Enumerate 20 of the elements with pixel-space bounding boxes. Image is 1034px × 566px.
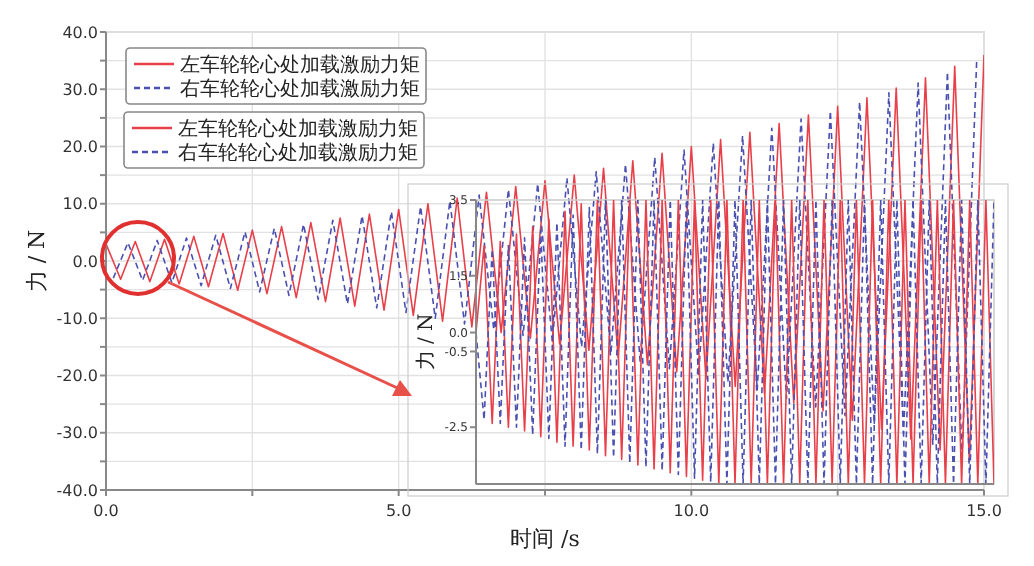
x-tick-label: 0.0 <box>93 502 119 520</box>
legend-label: 左车轮轮心处加载激励力矩 <box>178 117 418 141</box>
y-axis-title: 力 / N <box>414 313 438 371</box>
y-tick-label: 40.0 <box>62 23 98 42</box>
y-tick-label: -10.0 <box>56 309 98 328</box>
x-tick-label: 15.0 <box>966 502 1002 520</box>
y-tick-label: 30.0 <box>62 80 98 99</box>
legend-label: 左车轮轮心处加载激励力矩 <box>180 53 420 77</box>
x-tick-label: 5.0 <box>385 502 412 520</box>
y-tick-label: 10.0 <box>62 195 98 214</box>
y-tick-label: 0.0 <box>72 252 98 271</box>
y-tick-label: -20.0 <box>56 367 98 386</box>
x-tick-label: 10.0 <box>673 502 710 520</box>
y-tick-label: -30.0 <box>56 424 98 443</box>
y-axis-title: 力 / N <box>24 228 50 293</box>
x-axis-title: 时间 /s <box>510 526 581 552</box>
y-tick-label: 20.0 <box>62 138 98 157</box>
legend-label: 右车轮轮心处加载激励力矩 <box>178 141 418 165</box>
y-tick-label: -40.0 <box>56 481 98 500</box>
legend-label: 右车轮轮心处加载激励力矩 <box>180 77 420 101</box>
